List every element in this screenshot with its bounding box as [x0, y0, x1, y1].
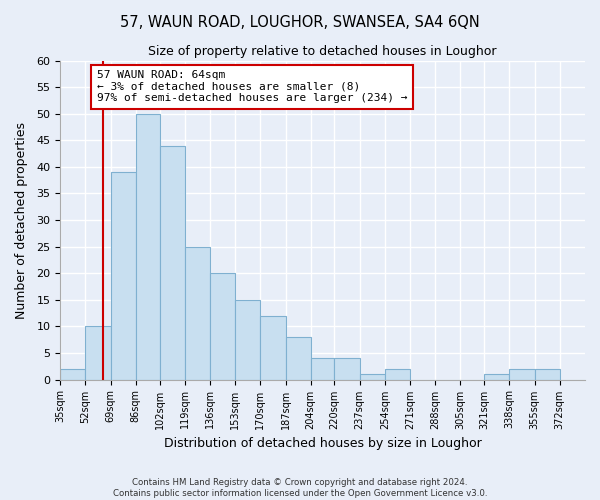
Text: Contains HM Land Registry data © Crown copyright and database right 2024.
Contai: Contains HM Land Registry data © Crown c…	[113, 478, 487, 498]
Bar	[60, 369, 85, 380]
Text: 57, WAUN ROAD, LOUGHOR, SWANSEA, SA4 6QN: 57, WAUN ROAD, LOUGHOR, SWANSEA, SA4 6QN	[120, 15, 480, 30]
Bar	[160, 146, 185, 380]
Title: Size of property relative to detached houses in Loughor: Size of property relative to detached ho…	[148, 45, 497, 58]
Bar	[85, 326, 110, 380]
Bar	[210, 273, 235, 380]
Bar	[110, 172, 136, 380]
Bar	[385, 369, 410, 380]
Bar	[311, 358, 334, 380]
Bar	[359, 374, 385, 380]
Bar	[484, 374, 509, 380]
Bar	[535, 369, 560, 380]
Y-axis label: Number of detached properties: Number of detached properties	[15, 122, 28, 318]
Bar	[260, 316, 286, 380]
X-axis label: Distribution of detached houses by size in Loughor: Distribution of detached houses by size …	[164, 437, 481, 450]
Text: 57 WAUN ROAD: 64sqm
← 3% of detached houses are smaller (8)
97% of semi-detached: 57 WAUN ROAD: 64sqm ← 3% of detached hou…	[97, 70, 407, 103]
Bar	[334, 358, 359, 380]
Bar	[235, 300, 260, 380]
Bar	[286, 337, 311, 380]
Bar	[136, 114, 160, 380]
Bar	[185, 246, 210, 380]
Bar	[509, 369, 535, 380]
